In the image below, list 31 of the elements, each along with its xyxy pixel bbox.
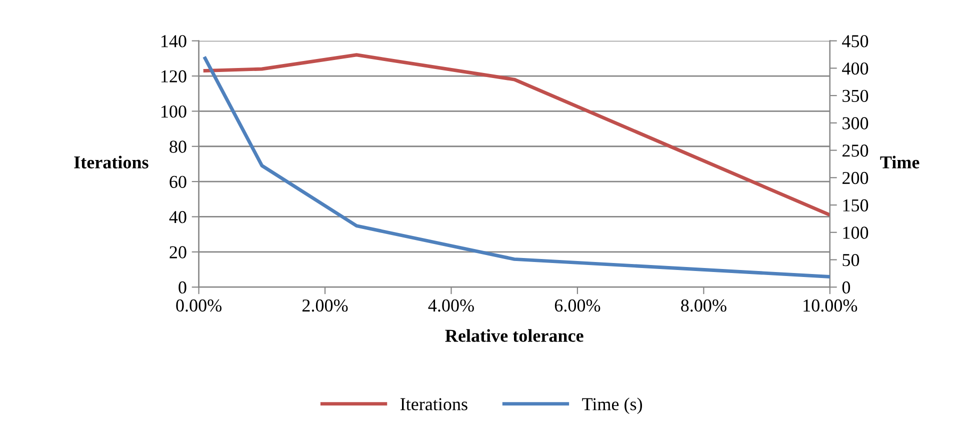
y-tick-label: 0 (178, 281, 186, 294)
y2-tick-label: 350 (842, 90, 868, 102)
x-tick-label: 8.00% (681, 299, 726, 312)
y2-tick-label: 300 (842, 117, 868, 130)
y-tick-label: 20 (170, 246, 186, 258)
x-axis-title: Relative tolerance (445, 329, 584, 342)
y-tick-label: 60 (170, 176, 186, 188)
y2-tick-label: 100 (843, 226, 868, 239)
y2-tick-label: 450 (842, 35, 868, 48)
x-tick-label: 10.00% (804, 299, 858, 312)
y-tick-label: 140 (161, 35, 186, 48)
legend-label: Iterations (400, 398, 468, 410)
y2-axis-title: Time (880, 156, 920, 168)
y-axis-title: Iterations (74, 156, 148, 168)
y2-tick-label: 400 (842, 62, 868, 75)
x-tick-label: 0.00% (176, 299, 222, 312)
legend-label: Time (s) (582, 398, 642, 414)
y2-tick-label: 250 (842, 144, 868, 157)
x-tick-label: 6.00% (554, 299, 600, 312)
y-tick-label: 40 (169, 211, 186, 224)
x-tick-label: 4.00% (428, 299, 474, 312)
line-series (203, 53, 830, 217)
y-tick-label: 120 (161, 70, 186, 82)
x-tick-label: 2.00% (302, 299, 348, 312)
y-tick-label: 80 (170, 140, 186, 153)
line-series (203, 56, 830, 278)
y2-tick-label: 200 (842, 172, 868, 184)
y-tick-label: 100 (161, 105, 186, 118)
y2-tick-label: 0 (842, 281, 850, 294)
y2-tick-label: 50 (842, 254, 860, 266)
y2-tick-label: 150 (843, 199, 868, 212)
